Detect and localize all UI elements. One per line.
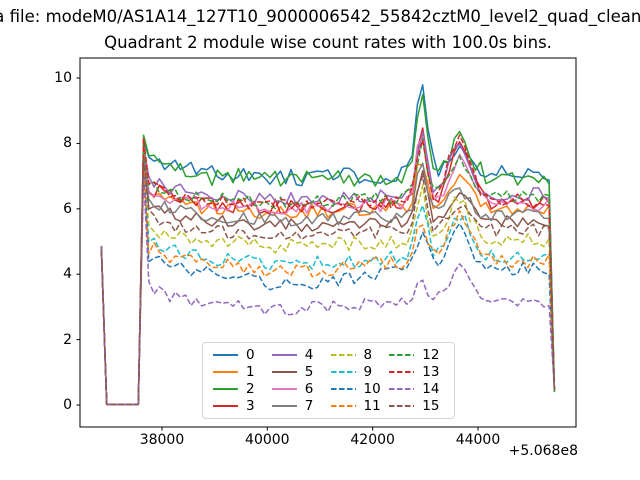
legend-line-sample-6 <box>271 387 297 390</box>
x-tick-label: 44000 <box>455 432 501 448</box>
series-line-9 <box>100 160 556 406</box>
legend-item-10: 10 <box>330 380 390 398</box>
y-tick-label: 2 <box>63 331 72 348</box>
legend-line-sample-12 <box>389 354 415 357</box>
legend-item-8: 8 <box>330 347 390 364</box>
series-line-8 <box>100 157 556 406</box>
legend-item-2: 2 <box>213 381 272 398</box>
legend-item-label: 1 <box>246 364 255 381</box>
legend-item-3: 3 <box>213 397 272 414</box>
series-line-11 <box>100 163 556 406</box>
legend-item-11: 11 <box>330 397 390 414</box>
y-tick-label: 8 <box>63 135 72 152</box>
legend-item-label: 6 <box>304 380 314 397</box>
y-tick-label: 4 <box>63 266 72 283</box>
legend-line-sample-5 <box>271 371 297 374</box>
legend-item-15: 15 <box>389 397 448 414</box>
legend-line-sample-15 <box>389 404 415 407</box>
legend-item-label: 2 <box>246 380 255 397</box>
legend-line-sample-10 <box>330 387 356 390</box>
series-line-14 <box>100 175 556 406</box>
legend-item-label: 0 <box>246 347 255 364</box>
figure-title-clip: Data file: modeM0/AS1A14_127T10_90000065… <box>0 7 640 31</box>
series-line-7 <box>100 150 556 406</box>
series-line-1 <box>100 145 556 406</box>
legend-item-13: 13 <box>389 364 448 381</box>
legend-item-label: 4 <box>304 347 314 364</box>
legend-line-sample-7 <box>271 404 297 407</box>
figure-title: Data file: modeM0/AS1A14_127T10_90000065… <box>0 7 640 26</box>
x-tick-label: 40000 <box>245 432 290 448</box>
series-line-0 <box>100 84 556 406</box>
legend-line-sample-2 <box>213 387 238 390</box>
legend-line-sample-13 <box>389 371 415 374</box>
legend-item-label: 3 <box>246 397 255 414</box>
legend-item-14: 14 <box>389 381 448 398</box>
legend-item-label: 14 <box>422 380 440 397</box>
legend-item-12: 12 <box>389 347 448 364</box>
legend-item-label: 11 <box>363 397 381 414</box>
legend-line-sample-3 <box>213 404 238 407</box>
legend-line-sample-4 <box>271 354 297 357</box>
legend-item-4: 4 <box>271 347 331 364</box>
y-tick-label: 10 <box>54 70 72 86</box>
legend-item-6: 6 <box>271 380 331 398</box>
y-tick-label: 0 <box>63 397 72 414</box>
legend-line-sample-9 <box>330 371 356 374</box>
legend-item-label: 8 <box>363 347 373 364</box>
legend-line-sample-0 <box>213 354 238 357</box>
legend-item-7: 7 <box>271 397 331 414</box>
legend-item-9: 9 <box>330 364 390 381</box>
series-line-10 <box>100 162 556 406</box>
x-tick-label: 42000 <box>350 432 395 448</box>
x-tick-label: 38000 <box>139 432 185 448</box>
legend-item-label: 9 <box>363 364 373 381</box>
legend-item-5: 5 <box>271 364 331 381</box>
x-axis-offset-label: +5.068e8 <box>508 443 578 459</box>
legend: 0 1 2 3 4 5 6 7 8 9 10 11 12 13 14 15 <box>202 342 455 419</box>
legend-item-label: 10 <box>363 380 381 397</box>
legend-item-label: 13 <box>422 364 440 381</box>
legend-line-sample-1 <box>213 371 238 374</box>
series-line-15 <box>100 155 556 406</box>
legend-line-sample-8 <box>330 354 356 357</box>
legend-item-0: 0 <box>213 347 272 364</box>
legend-item-label: 5 <box>304 364 314 381</box>
series-line-2 <box>100 93 556 406</box>
legend-line-sample-14 <box>389 387 415 390</box>
axes-frame <box>79 57 577 428</box>
axes-title: Quadrant 2 module wise count rates with … <box>104 33 552 52</box>
legend-item-label: 7 <box>304 397 314 414</box>
legend-line-sample-11 <box>330 404 356 407</box>
y-tick-label: 6 <box>63 200 72 217</box>
legend-item-label: 12 <box>422 347 440 364</box>
legend-item-1: 1 <box>213 364 272 381</box>
legend-item-label: 15 <box>422 397 440 414</box>
